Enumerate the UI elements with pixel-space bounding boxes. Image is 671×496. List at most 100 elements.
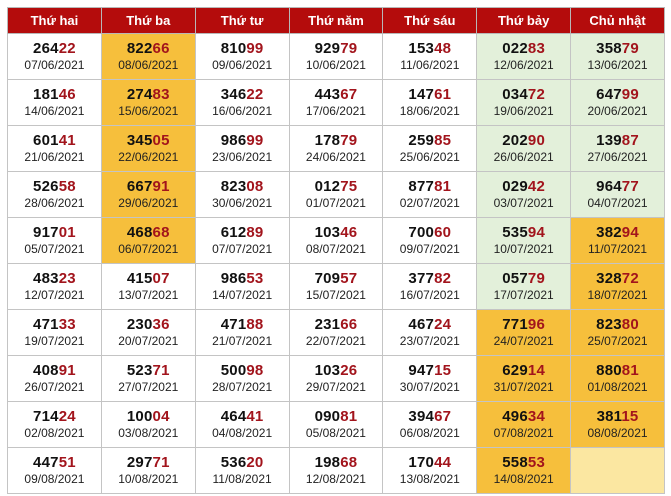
- number-last-two-digits: 66: [152, 40, 170, 57]
- number-last-two-digits: 66: [340, 316, 358, 333]
- number-leading-digits: 823: [596, 316, 622, 333]
- number-leading-digits: 382: [596, 224, 622, 241]
- number-last-two-digits: 53: [246, 270, 264, 287]
- result-date: 11/07/2021: [587, 242, 648, 256]
- number-leading-digits: 986: [220, 132, 247, 149]
- number-leading-digits: 346: [220, 86, 247, 103]
- number-leading-digits: 297: [126, 454, 153, 471]
- result-date: 19/06/2021: [493, 104, 554, 118]
- result-date: 25/07/2021: [587, 334, 648, 348]
- number-last-two-digits: 89: [246, 224, 264, 241]
- result-cell: 27483 15/06/2021: [100, 79, 196, 126]
- result-cell: 91701 05/07/2021: [7, 217, 102, 264]
- result-cell: 98699 23/06/2021: [194, 125, 290, 172]
- number-last-two-digits: 20: [246, 454, 264, 471]
- result-date: 15/06/2021: [118, 104, 179, 118]
- number-leading-digits: 929: [314, 40, 341, 57]
- result-number: 39467: [383, 408, 476, 425]
- result-date: 13/06/2021: [587, 58, 648, 72]
- result-number: 41507: [102, 270, 195, 287]
- number-last-two-digits: 67: [434, 408, 452, 425]
- result-number: 13987: [571, 132, 664, 149]
- number-leading-digits: 153: [408, 40, 435, 57]
- number-last-two-digits: 42: [527, 178, 545, 195]
- number-leading-digits: 523: [126, 362, 153, 379]
- table-row: 71424 02/08/2021 10004 03/08/2021 46441 04/08…: [7, 401, 665, 448]
- number-last-two-digits: 23: [58, 270, 76, 287]
- result-date: 05/08/2021: [305, 426, 366, 440]
- result-number: 49634: [477, 408, 570, 425]
- result-cell: 10004 03/08/2021: [100, 401, 196, 448]
- number-leading-digits: 443: [314, 86, 341, 103]
- number-leading-digits: 057: [502, 270, 528, 287]
- number-leading-digits: 381: [596, 408, 622, 425]
- result-date: 08/07/2021: [305, 242, 366, 256]
- result-number: 38115: [571, 408, 664, 425]
- result-number: 55853: [477, 454, 570, 471]
- number-leading-digits: 496: [502, 408, 528, 425]
- number-last-two-digits: 60: [434, 224, 452, 241]
- result-cell: 32872 18/07/2021: [570, 263, 665, 310]
- result-date: 29/07/2021: [305, 380, 366, 394]
- number-leading-digits: 986: [220, 270, 247, 287]
- header-row: Thứ hai Thứ ba Thứ tư Thứ năm Thứ sáu Th…: [7, 7, 665, 34]
- number-last-two-digits: 15: [621, 408, 639, 425]
- number-last-two-digits: 79: [340, 132, 358, 149]
- result-date: 04/07/2021: [587, 196, 648, 210]
- result-number: 71424: [8, 408, 101, 425]
- result-cell: 64799 20/06/2021: [570, 79, 665, 126]
- result-number: 46441: [196, 408, 289, 425]
- number-last-two-digits: 81: [621, 362, 639, 379]
- number-last-two-digits: 46: [58, 86, 76, 103]
- number-last-two-digits: 33: [58, 316, 76, 333]
- result-date: 29/06/2021: [118, 196, 179, 210]
- result-date: 25/06/2021: [399, 150, 460, 164]
- result-date: 28/07/2021: [212, 380, 273, 394]
- number-leading-digits: 500: [220, 362, 247, 379]
- result-number: 61289: [196, 224, 289, 241]
- number-last-two-digits: 58: [58, 178, 76, 195]
- result-date: 12/06/2021: [493, 58, 554, 72]
- number-leading-digits: 274: [126, 86, 153, 103]
- result-cell: 82266 08/06/2021: [100, 33, 196, 80]
- number-leading-digits: 181: [33, 86, 59, 103]
- result-cell: 02283 12/06/2021: [476, 33, 572, 80]
- result-number: 32872: [571, 270, 664, 287]
- number-last-two-digits: 96: [527, 316, 545, 333]
- result-date: 13/08/2021: [399, 472, 460, 486]
- result-date: 17/06/2021: [305, 104, 366, 118]
- number-last-two-digits: 75: [340, 178, 358, 195]
- result-cell: 17879 24/06/2021: [288, 125, 384, 172]
- number-leading-digits: 447: [33, 454, 59, 471]
- result-date: 18/06/2021: [399, 104, 460, 118]
- results-table-container: Thứ hai Thứ ba Thứ tư Thứ năm Thứ sáu Th…: [7, 7, 665, 494]
- result-cell: 01275 01/07/2021: [288, 171, 384, 218]
- number-last-two-digits: 07: [152, 270, 170, 287]
- result-cell: 46724 23/07/2021: [382, 309, 478, 356]
- result-date: 30/07/2021: [399, 380, 460, 394]
- number-last-two-digits: 85: [434, 132, 452, 149]
- result-number: 46868: [102, 224, 195, 241]
- result-date: 01/08/2021: [587, 380, 648, 394]
- result-cell: 50098 28/07/2021: [194, 355, 290, 402]
- number-leading-digits: 178: [314, 132, 341, 149]
- number-last-two-digits: 81: [434, 178, 452, 195]
- result-number: 27483: [102, 86, 195, 103]
- result-number: 02942: [477, 178, 570, 195]
- number-last-two-digits: 79: [621, 40, 639, 57]
- number-leading-digits: 947: [408, 362, 435, 379]
- result-number: 82380: [571, 316, 664, 333]
- results-body: 26422 07/06/2021 82266 08/06/2021 81099 09/06…: [7, 33, 665, 494]
- result-cell: 41507 13/07/2021: [100, 263, 196, 310]
- number-last-two-digits: 04: [152, 408, 170, 425]
- result-number: 82308: [196, 178, 289, 195]
- result-cell: 15348 11/06/2021: [382, 33, 478, 80]
- number-last-two-digits: 79: [527, 270, 545, 287]
- result-cell: 53594 10/07/2021: [476, 217, 572, 264]
- result-number: 23166: [290, 316, 383, 333]
- number-last-two-digits: 53: [527, 454, 545, 471]
- number-leading-digits: 558: [502, 454, 528, 471]
- result-cell: 44751 09/08/2021: [7, 447, 102, 494]
- result-cell: 26422 07/06/2021: [7, 33, 102, 80]
- number-last-two-digits: 99: [246, 132, 264, 149]
